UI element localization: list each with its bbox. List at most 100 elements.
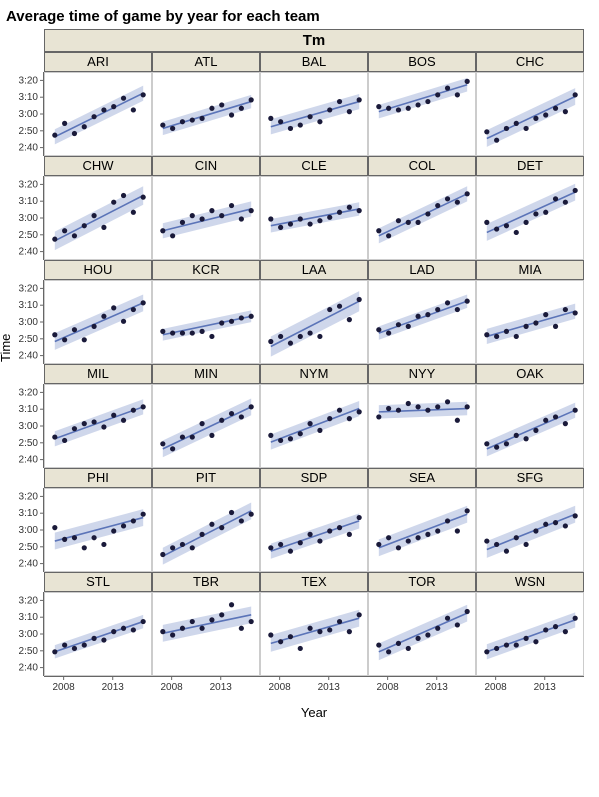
data-point: [406, 220, 411, 225]
data-point: [219, 102, 224, 107]
svg-text:2:40: 2:40: [19, 455, 39, 466]
svg-text:2:40: 2:40: [19, 143, 39, 154]
data-point: [307, 330, 312, 335]
facet-label-row: HOUKCRLAALADMIA: [6, 260, 593, 280]
data-point: [160, 329, 165, 334]
data-point: [209, 208, 214, 213]
svg-text:2013: 2013: [210, 682, 233, 693]
data-point: [406, 538, 411, 543]
data-point: [82, 545, 87, 550]
data-point: [229, 203, 234, 208]
facet-label: TOR: [368, 572, 476, 592]
data-point: [455, 418, 460, 423]
data-point: [91, 114, 96, 119]
data-point: [278, 225, 283, 230]
facet-label: BOS: [368, 52, 476, 72]
data-point: [533, 528, 538, 533]
data-point: [62, 337, 67, 342]
svg-text:2:50: 2:50: [19, 126, 39, 137]
data-point: [406, 401, 411, 406]
data-point: [573, 408, 578, 413]
data-point: [121, 523, 126, 528]
data-point: [190, 619, 195, 624]
data-point: [219, 213, 224, 218]
svg-text:3:20: 3:20: [19, 283, 39, 294]
facet-label: NYY: [368, 364, 476, 384]
data-point: [317, 334, 322, 339]
data-point: [553, 624, 558, 629]
data-point: [553, 520, 558, 525]
data-point: [455, 200, 460, 205]
data-point: [307, 532, 312, 537]
data-point: [425, 312, 430, 317]
data-point: [131, 107, 136, 112]
svg-text:3:10: 3:10: [19, 508, 39, 519]
data-point: [386, 106, 391, 111]
fit-line: [55, 93, 143, 137]
data-point: [101, 314, 106, 319]
data-point: [553, 106, 558, 111]
data-point: [573, 616, 578, 621]
facet-label: SFG: [476, 468, 584, 488]
data-point: [239, 216, 244, 221]
data-point: [278, 438, 283, 443]
facet-label: COL: [368, 156, 476, 176]
data-point: [199, 216, 204, 221]
facet-panel: [260, 384, 368, 468]
data-point: [543, 312, 548, 317]
facet-panel: [476, 488, 584, 572]
data-point: [268, 545, 273, 550]
facet-label-row: PHIPITSDPSEASFG: [6, 468, 593, 488]
data-point: [190, 330, 195, 335]
data-point: [307, 626, 312, 631]
data-point: [533, 116, 538, 121]
facet-panel: [44, 176, 152, 260]
fit-line: [487, 97, 575, 139]
facet-chart: Average time of game by year for each te…: [6, 6, 593, 720]
data-point: [111, 200, 116, 205]
facet-label: BAL: [260, 52, 368, 72]
data-point: [101, 107, 106, 112]
data-point: [484, 220, 489, 225]
data-point: [415, 404, 420, 409]
panel-row: 2:402:503:003:103:20: [6, 176, 593, 260]
facet-panel: [44, 592, 152, 676]
data-point: [465, 609, 470, 614]
data-point: [563, 523, 568, 528]
data-point: [209, 334, 214, 339]
data-point: [288, 634, 293, 639]
data-point: [533, 428, 538, 433]
data-point: [435, 626, 440, 631]
svg-text:3:00: 3:00: [19, 421, 39, 432]
data-point: [239, 518, 244, 523]
data-point: [121, 319, 126, 324]
facet-label: KCR: [152, 260, 260, 280]
svg-text:3:20: 3:20: [19, 179, 39, 190]
data-point: [445, 196, 450, 201]
data-point: [91, 324, 96, 329]
facet-panel: [476, 72, 584, 156]
facet-label: TBR: [152, 572, 260, 592]
data-point: [386, 406, 391, 411]
facet-panel: [152, 488, 260, 572]
panel-row: 2:402:503:003:103:20: [6, 72, 593, 156]
svg-text:3:10: 3:10: [19, 92, 39, 103]
data-point: [543, 627, 548, 632]
data-point: [219, 418, 224, 423]
data-point: [62, 642, 67, 647]
data-point: [131, 627, 136, 632]
data-point: [268, 216, 273, 221]
data-point: [406, 106, 411, 111]
data-point: [170, 330, 175, 335]
data-point: [396, 408, 401, 413]
data-point: [484, 441, 489, 446]
facet-label: ARI: [44, 52, 152, 72]
svg-text:3:00: 3:00: [19, 317, 39, 328]
data-point: [52, 525, 57, 530]
data-point: [504, 223, 509, 228]
data-point: [180, 542, 185, 547]
data-point: [573, 188, 578, 193]
x-axis-label: Year: [44, 701, 584, 720]
data-point: [307, 421, 312, 426]
svg-text:2:40: 2:40: [19, 247, 39, 258]
